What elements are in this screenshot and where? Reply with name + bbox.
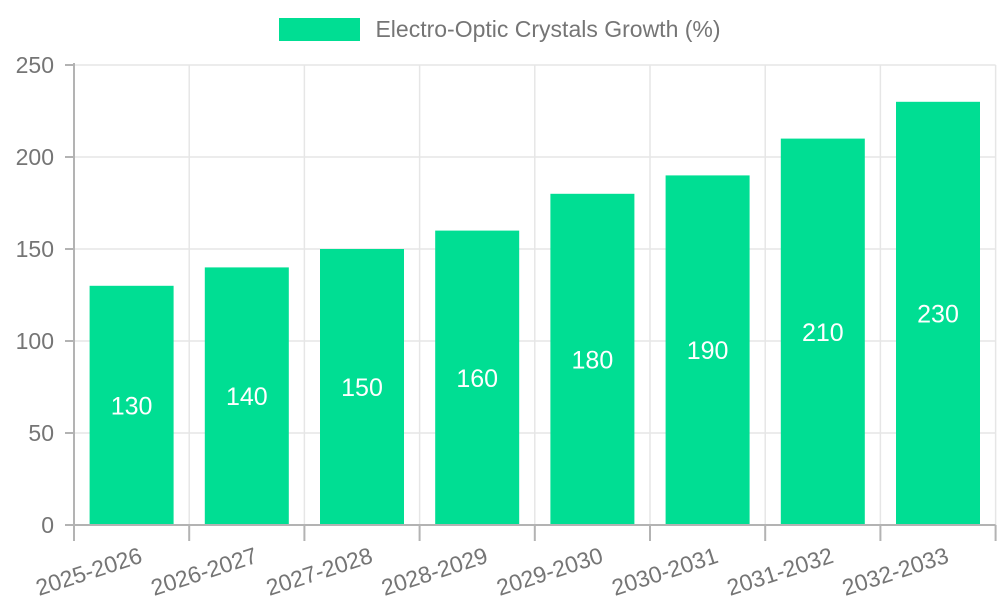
bar[interactable] [550, 193, 635, 526]
y-tick-label: 250 [16, 52, 54, 78]
y-tick-label: 200 [16, 144, 54, 170]
x-tick-label: 2025-2026 [32, 542, 145, 600]
bar[interactable] [665, 175, 750, 525]
legend: Electro-Optic Crystals Growth (%) [0, 16, 1000, 43]
bar-value-label: 130 [111, 392, 153, 420]
bar[interactable] [896, 101, 980, 526]
x-tick-label: 2026-2027 [148, 542, 261, 600]
x-tick-label: 2032-2033 [839, 542, 952, 600]
y-tick-label: 0 [41, 512, 54, 538]
bar[interactable] [89, 285, 174, 525]
x-tick-label: 2030-2031 [608, 542, 721, 600]
bar[interactable] [780, 138, 865, 525]
y-tick-label: 150 [16, 236, 54, 262]
x-tick-label: 2027-2028 [263, 542, 376, 600]
bar-value-label: 150 [341, 374, 383, 402]
x-tick-label: 2028-2029 [378, 542, 491, 600]
x-tick-label: 2029-2030 [493, 542, 606, 600]
y-tick-label: 50 [28, 420, 54, 446]
bar-value-label: 230 [917, 300, 959, 328]
legend-label: Electro-Optic Crystals Growth (%) [375, 16, 721, 42]
bar-value-label: 180 [572, 346, 614, 374]
bar-value-label: 160 [456, 365, 498, 393]
legend-swatch [279, 18, 361, 41]
bar-value-label: 190 [687, 337, 729, 365]
bar[interactable] [320, 249, 404, 525]
bar[interactable] [435, 230, 520, 525]
x-tick-label: 2031-2032 [724, 542, 837, 600]
bar[interactable] [204, 267, 289, 525]
y-tick-label: 100 [16, 328, 54, 354]
bar-value-label: 210 [802, 319, 844, 347]
bar-value-label: 140 [226, 383, 268, 411]
